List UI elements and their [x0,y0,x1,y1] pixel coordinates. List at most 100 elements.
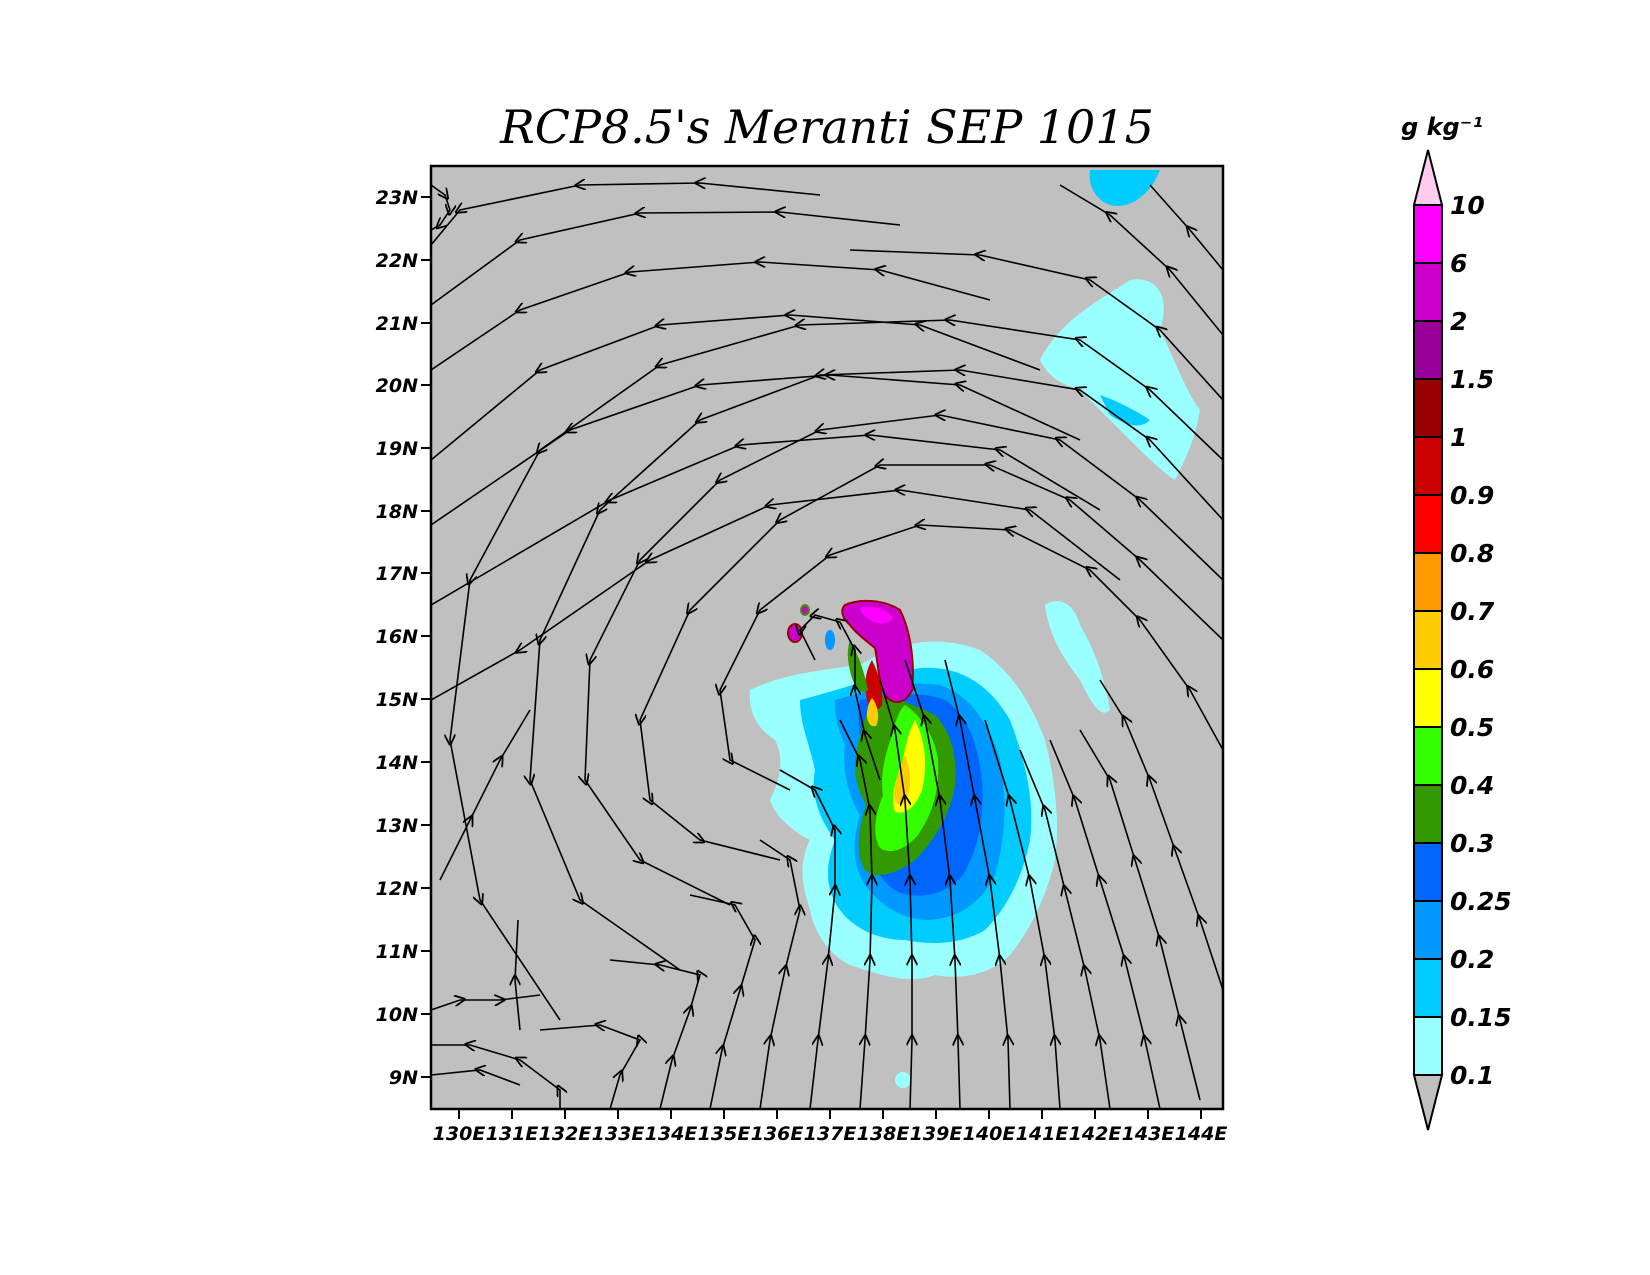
lon-label: 142E [1069,1123,1122,1145]
latitude-labels: 23N 22N 21N 20N 19N 18N 17N 16N 15N 14N … [376,187,418,1089]
moisture-cell-2 [800,604,810,616]
colorbar-top-triangle [1412,149,1444,206]
streamline [779,769,835,1109]
streamline [539,1025,640,1109]
lon-label: 133E [592,1123,645,1145]
lat-label: 19N [376,438,418,460]
colorbar-level-label: 0.15 [1450,1003,1512,1032]
streamline [431,1045,560,1109]
streamline [759,839,800,1109]
lon-label: 140E [963,1123,1016,1145]
streamline [515,919,521,1031]
streamline [431,184,450,231]
streamline [849,249,1223,401]
colorbar-swatch [1413,842,1443,902]
streamline [1149,184,1223,271]
colorbar-swatch [1413,262,1443,322]
map-title: RCP8.5's Meranti SEP 1015 [499,100,1154,154]
lat-label: 23N [376,187,418,209]
lat-label: 11N [376,941,418,963]
moisture-cell-3 [825,630,835,650]
colorbar-level-label: 0.25 [1450,887,1512,916]
streamline [839,719,872,1109]
lat-label: 20N [376,375,418,397]
lon-label: 136E [751,1123,804,1145]
streamline [609,959,700,1109]
map-frame [429,164,1225,1111]
lon-label: 132E [539,1123,592,1145]
lon-label: 144E [1175,1123,1228,1145]
streamline [431,1070,521,1086]
streamlines [431,183,1223,1109]
colorbar-swatch [1413,784,1443,844]
streamline [800,615,881,781]
lat-label: 9N [389,1067,418,1089]
lon-label: 139E [910,1123,963,1145]
colorbar-level-label: 0.4 [1450,771,1494,800]
lon-label: 135E [698,1123,751,1145]
streamline [879,679,912,1109]
lat-label: 13N [376,815,418,837]
lon-label: 130E [433,1123,486,1145]
lat-label: 15N [376,689,418,711]
lon-label: 138E [857,1123,910,1145]
streamline [439,709,531,881]
colorbar-swatch [1413,378,1443,438]
colorbar-swatch [1413,958,1443,1018]
colorbar-units: g kg⁻¹ [1401,113,1483,141]
lat-label: 17N [376,563,418,585]
colorbar-swatch [1413,320,1443,380]
lat-label: 16N [376,626,418,648]
colorbar-level-label: 0.6 [1450,655,1494,684]
lat-label: 14N [376,752,418,774]
lon-label: 141E [1016,1123,1069,1145]
streamline [450,320,1223,1021]
colorbar-level-label: 0.8 [1450,539,1494,568]
colorbar: g kg⁻¹ 10 6 2 1.5 1 0.9 0.8 0.7 0.6 0.5 0.4 0.3 0.25… [1401,113,1512,1131]
colorbar-level-label: 0.2 [1450,945,1494,974]
lon-label: 134E [645,1123,698,1145]
lat-label: 12N [376,878,418,900]
colorbar-labels: 10 6 2 1.5 1 0.9 0.8 0.7 0.6 0.5 0.4 0.3 0.25 0.2 0.15… [1450,191,1512,1090]
colorbar-swatch [1413,204,1443,264]
streamline [689,894,755,1109]
lat-label: 10N [376,1004,418,1026]
colorbar-level-label: 0.9 [1450,481,1494,510]
colorbar-swatch [1413,1016,1443,1076]
streamline [720,525,1223,791]
streamline [1059,184,1223,336]
colorbar-swatch [1413,900,1443,960]
colorbar-level-label: 1 [1450,423,1467,452]
colorbar-level-label: 0.3 [1450,829,1494,858]
moisture-patch-top [1089,170,1160,206]
colorbar-swatch [1413,610,1443,670]
longitude-labels: 130E 131E 132E 133E 134E 135E 136E 137E … [433,1123,1228,1145]
axis-ticks [421,196,1202,1119]
colorbar-bottom-triangle [1412,1074,1444,1131]
lon-label: 137E [804,1123,857,1145]
streamline [431,995,541,1011]
lon-label: 131E [486,1123,539,1145]
lat-label: 21N [376,313,418,335]
colorbar-level-label: 10 [1450,191,1485,220]
colorbar-level-label: 1.5 [1450,365,1494,394]
colorbar-swatch [1413,436,1443,496]
lon-label: 143E [1122,1123,1175,1145]
lat-label: 22N [376,250,418,272]
lat-label: 18N [376,501,418,523]
colorbar-swatch [1413,494,1443,554]
streamline [904,659,960,1109]
streamline [431,212,901,306]
colorbar-level-label: 0.1 [1450,1061,1494,1090]
colorbar-swatches [1412,149,1444,1131]
map-panel: 23N 22N 21N 20N 19N 18N 17N 16N 15N 14N … [376,164,1228,1145]
colorbar-level-label: 0.5 [1450,713,1494,742]
moisture-cell-4 [895,1072,911,1088]
colorbar-level-label: 6 [1450,249,1467,278]
colorbar-level-label: 0.7 [1450,597,1495,626]
moisture-cell-1 [787,623,803,643]
streamline [1049,739,1161,1109]
colorbar-level-label: 2 [1450,307,1467,336]
colorbar-swatch [1413,552,1443,612]
